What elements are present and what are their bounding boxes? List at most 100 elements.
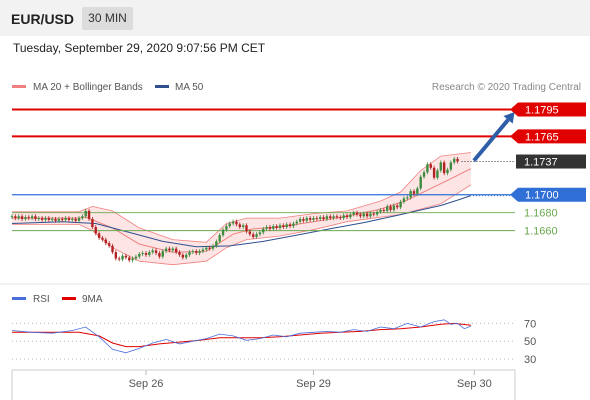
candle: [432, 167, 436, 178]
ma50-line: [11, 195, 472, 248]
candle: [205, 247, 208, 250]
candle: [107, 243, 111, 246]
legend-swatch-rsi: [12, 297, 26, 300]
candle: [54, 218, 57, 221]
rsi-ma-line: [12, 322, 471, 348]
candle: [161, 251, 164, 257]
candle: [198, 251, 201, 254]
pivot-label-1.1700: 1.1700: [525, 190, 559, 202]
candle: [322, 217, 325, 219]
candle: [319, 217, 322, 219]
candle: [61, 218, 64, 220]
candle: [164, 248, 168, 252]
candle: [312, 218, 315, 220]
candle: [64, 218, 67, 220]
candle: [295, 221, 298, 224]
candle: [429, 164, 432, 168]
candle: [241, 225, 245, 228]
candle: [225, 226, 228, 230]
candle: [221, 229, 225, 236]
candle: [365, 213, 369, 217]
candle: [231, 221, 235, 224]
support-label-1.1680: 1.1680: [524, 208, 558, 220]
candle: [262, 228, 265, 233]
candle: [118, 258, 121, 260]
bollinger-band-fill: [12, 152, 471, 265]
candle: [345, 215, 349, 218]
legend-swatch-ma50: [155, 85, 169, 88]
forecast-arrow-head: [503, 112, 515, 124]
candle: [228, 223, 231, 227]
candle: [158, 253, 161, 257]
candle: [285, 224, 288, 228]
candle: [369, 213, 372, 217]
candle: [34, 216, 37, 219]
candle: [305, 218, 308, 221]
candle: [419, 176, 422, 189]
candle: [97, 233, 101, 238]
candle: [30, 216, 34, 219]
candle: [57, 218, 61, 221]
candle: [382, 209, 386, 211]
time-tick-label: Sep 29: [296, 378, 331, 390]
legend-label-bollinger: MA 20 + Bollinger Bands: [33, 82, 143, 93]
copyright-text: Research © 2020 Trading Central: [432, 82, 581, 93]
candle: [24, 217, 27, 219]
candle: [171, 248, 174, 251]
support-label-1.1660: 1.1660: [524, 226, 558, 238]
candle: [349, 214, 352, 218]
candle: [174, 248, 178, 253]
candle: [453, 158, 456, 163]
candle: [17, 216, 20, 219]
candle: [298, 218, 302, 222]
candle: [181, 254, 185, 258]
candle: [332, 216, 335, 219]
candle: [148, 252, 151, 255]
candle: [396, 205, 399, 208]
candle: [422, 172, 426, 177]
bollinger-upper-line: [12, 152, 471, 243]
candle: [325, 216, 329, 219]
legend-label-ma50: MA 50: [175, 82, 204, 93]
candle: [121, 255, 124, 260]
candle: [71, 218, 74, 220]
pivot-tag-1.1700: [510, 187, 586, 202]
candle: [208, 247, 211, 249]
candle: [191, 251, 195, 253]
current-price-label: 1.1737: [524, 157, 558, 169]
candle: [84, 210, 87, 217]
resistance-label-1.1795: 1.1795: [525, 104, 559, 116]
candle: [104, 239, 107, 244]
candle: [439, 162, 442, 171]
candle: [248, 231, 252, 235]
candle: [315, 218, 319, 220]
candle: [339, 217, 342, 219]
time-tick-label: Sep 30: [457, 378, 492, 390]
candle: [141, 253, 144, 255]
candle: [255, 234, 258, 237]
candle: [128, 257, 131, 261]
time-tick-label: Sep 26: [129, 378, 164, 390]
candle: [362, 213, 365, 217]
forecast-arrow-shaft: [472, 118, 510, 162]
candle: [282, 225, 285, 228]
candle: [352, 212, 355, 215]
candle: [14, 216, 17, 219]
candle: [124, 255, 128, 258]
candle: [389, 206, 392, 210]
resistance-label-1.1765: 1.1765: [525, 131, 559, 143]
candle: [426, 164, 429, 173]
candle: [258, 232, 262, 235]
candle: [399, 201, 402, 208]
candle: [442, 162, 446, 174]
candle: [359, 214, 362, 217]
legend-swatch-rsi-ma: [62, 297, 76, 300]
candle: [409, 191, 412, 198]
candle: [392, 205, 396, 210]
candle: [302, 218, 305, 221]
candle: [77, 218, 81, 221]
candle: [211, 245, 215, 249]
candle: [278, 225, 282, 228]
timeframe-badge[interactable]: 30 MIN: [82, 7, 133, 30]
candle: [375, 211, 379, 215]
